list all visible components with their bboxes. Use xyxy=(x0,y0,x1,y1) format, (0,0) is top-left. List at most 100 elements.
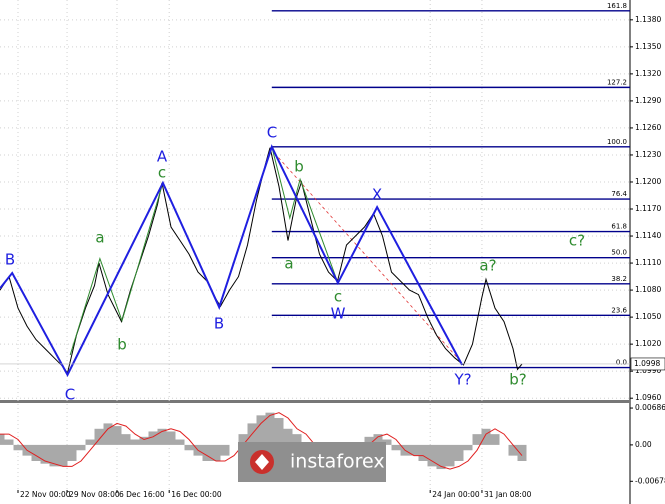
osc-bar xyxy=(508,444,518,456)
y-tick-label: 1.1260 xyxy=(635,123,661,132)
fib-label: 76.4 xyxy=(611,190,627,198)
osc-bar xyxy=(265,412,275,445)
wave-label: B xyxy=(214,315,224,333)
fib-label: 100.0 xyxy=(607,138,627,146)
wave-label: c xyxy=(158,164,166,182)
wave-label: a? xyxy=(479,257,496,275)
osc-bar xyxy=(166,431,176,445)
fib-label: 61.8 xyxy=(611,223,627,231)
wave-line xyxy=(0,144,463,377)
osc-bar xyxy=(130,439,140,445)
last-price-box xyxy=(630,357,665,371)
osc-bar xyxy=(139,436,149,445)
y-tick-label: 1.0990 xyxy=(635,366,661,375)
x-tick-label: 16 Dec 00:00 xyxy=(171,490,222,499)
osc-bar xyxy=(454,444,464,461)
osc-bar xyxy=(364,436,374,445)
wave-label: c? xyxy=(569,232,585,250)
y-tick-label: 1.1020 xyxy=(635,339,661,348)
watermark: instaforex xyxy=(290,451,385,473)
osc-bar xyxy=(40,444,50,464)
osc-bar xyxy=(121,434,131,445)
fib-label: 161.8 xyxy=(607,2,627,10)
osc-bar xyxy=(274,418,284,445)
osc-bar xyxy=(175,439,185,445)
osc-bar xyxy=(373,434,383,445)
y-tick-label: 1.1170 xyxy=(635,204,661,213)
wave-label: b xyxy=(117,336,127,354)
fib-label: 23.6 xyxy=(611,306,627,314)
wave-label: C xyxy=(65,386,75,404)
osc-bar xyxy=(202,444,212,461)
fib-label: 0.0 xyxy=(616,359,627,367)
osc-bar xyxy=(103,423,113,445)
panel-separator xyxy=(0,400,630,403)
osc-bar xyxy=(283,428,293,445)
osc-bar xyxy=(67,444,77,461)
osc-bar xyxy=(238,434,248,445)
y-tick-label: 1.1290 xyxy=(635,96,661,105)
x-tick-label: 29 Nov 08:00 xyxy=(69,490,120,499)
osc-bar xyxy=(517,444,527,461)
osc-bar xyxy=(436,444,446,470)
osc-bar xyxy=(4,439,14,445)
sub-wave xyxy=(271,146,339,284)
osc-bar xyxy=(0,434,5,445)
y-tick-label: 1.1050 xyxy=(635,312,661,321)
sub-wave xyxy=(69,182,164,356)
wave-label: B xyxy=(5,251,15,269)
osc-tick-label: 0.00 xyxy=(635,440,652,449)
y-tick-label: 1.1350 xyxy=(635,42,661,51)
fib-label: 127.2 xyxy=(607,78,627,86)
osc-bar xyxy=(427,444,437,467)
osc-bar xyxy=(481,428,491,445)
wave-label: b xyxy=(294,158,304,176)
osc-bar xyxy=(391,444,401,451)
x-tick-label: 22 Nov 00:00 xyxy=(20,490,71,499)
wave-label: A xyxy=(157,148,168,166)
y-tick-label: 1.1320 xyxy=(635,69,661,78)
y-tick-label: 1.1380 xyxy=(635,15,661,24)
osc-bar xyxy=(157,428,167,445)
osc-bar xyxy=(31,444,41,461)
y-tick-label: 1.1140 xyxy=(635,231,661,240)
y-tick-label: 1.1110 xyxy=(635,258,661,267)
osc-bar xyxy=(112,426,122,445)
y-tick-label: 1.0960 xyxy=(635,393,661,402)
wave-label: Y? xyxy=(453,371,471,389)
osc-bar xyxy=(256,415,266,445)
osc-bar xyxy=(49,444,59,467)
osc-bar xyxy=(76,444,86,451)
y-tick-label: 1.1080 xyxy=(635,285,661,294)
y-tick-label: 1.1230 xyxy=(635,150,661,159)
osc-bar xyxy=(445,444,455,467)
osc-tick-label: -0.00678 xyxy=(635,476,665,485)
osc-bar xyxy=(490,434,500,445)
wave-label: X xyxy=(372,186,382,204)
osc-bar xyxy=(184,444,194,451)
wave-label: a xyxy=(95,229,104,247)
osc-bar xyxy=(148,431,158,445)
fib-label: 38.2 xyxy=(611,275,627,283)
wave-label: a xyxy=(284,255,293,273)
osc-bar xyxy=(409,444,419,456)
fib-label: 50.0 xyxy=(611,249,627,257)
wave-label: C xyxy=(267,124,277,142)
osc-bar xyxy=(382,439,392,445)
watermark-logo: instaforex xyxy=(238,442,386,482)
osc-signal xyxy=(0,412,523,470)
x-tick-label: 31 Jan 08:00 xyxy=(484,490,532,499)
y-tick-label: 1.1200 xyxy=(635,177,661,186)
logo-icon-mark xyxy=(255,454,269,470)
osc-bar xyxy=(220,444,230,456)
trend-line xyxy=(274,152,463,364)
osc-tick-label: 0.00686 xyxy=(635,403,665,412)
x-tick-label: 6 Dec 16:00 xyxy=(119,490,165,499)
x-tick-label: 24 Jan 00:00 xyxy=(432,490,480,499)
osc-bar xyxy=(463,444,473,451)
osc-bar xyxy=(58,444,68,467)
osc-bar xyxy=(94,428,104,445)
last-price-label: 1.0998 xyxy=(634,359,660,368)
